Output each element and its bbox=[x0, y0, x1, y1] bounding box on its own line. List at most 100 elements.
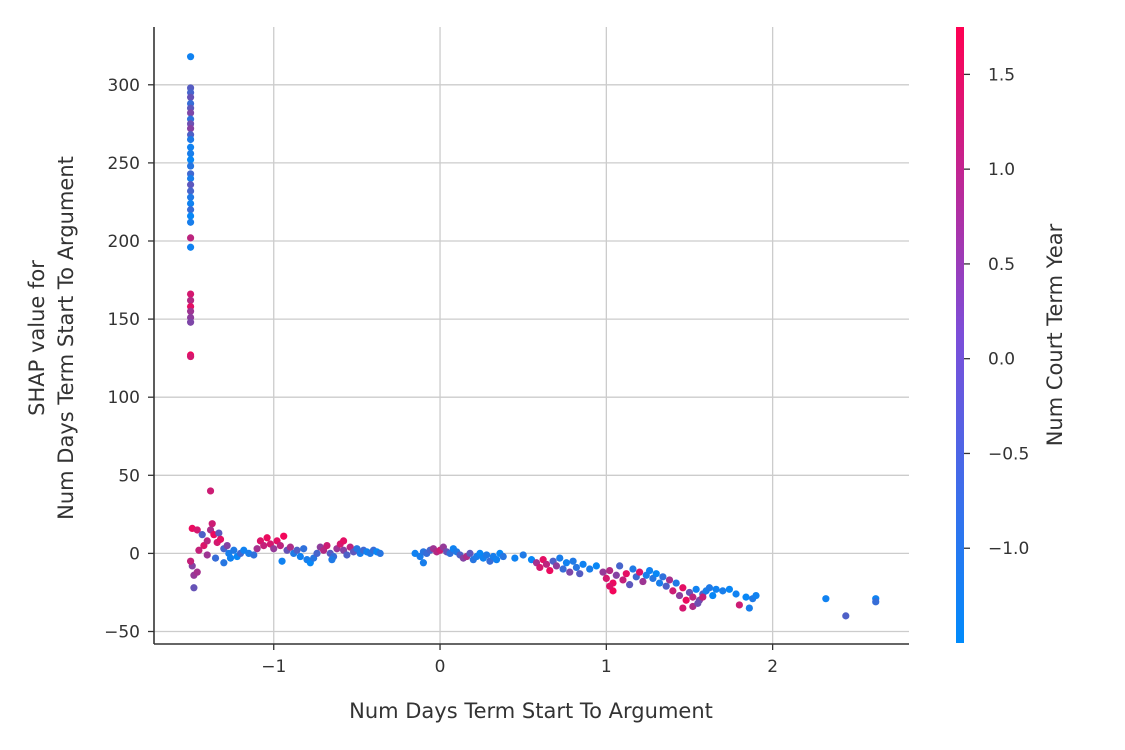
x-tick-label-3: 2 bbox=[767, 657, 778, 677]
data-point-32 bbox=[186, 318, 195, 326]
data-point-51 bbox=[216, 535, 225, 543]
data-point-200 bbox=[742, 593, 750, 601]
data-point-142 bbox=[546, 566, 554, 575]
data-point-73 bbox=[276, 541, 284, 550]
colorbar-tick-label-3: 0.5 bbox=[988, 255, 1015, 275]
data-point-43 bbox=[198, 531, 206, 539]
data-point-171 bbox=[652, 570, 660, 578]
grid-lines bbox=[154, 27, 909, 644]
data-point-153 bbox=[586, 565, 594, 573]
data-point-57 bbox=[211, 554, 220, 562]
data-point-205 bbox=[842, 612, 850, 620]
data-point-146 bbox=[559, 565, 567, 573]
data-point-136 bbox=[519, 551, 527, 559]
data-point-152 bbox=[579, 560, 587, 568]
data-point-128 bbox=[482, 551, 491, 559]
colorbar bbox=[956, 27, 964, 643]
data-point-15 bbox=[186, 162, 195, 170]
data-point-201 bbox=[745, 604, 753, 612]
data-point-61 bbox=[230, 546, 238, 554]
data-point-78 bbox=[293, 546, 301, 554]
data-point-40 bbox=[186, 557, 195, 565]
data-point-188 bbox=[709, 591, 717, 600]
data-point-192 bbox=[679, 604, 687, 612]
data-point-76 bbox=[286, 543, 294, 551]
data-point-167 bbox=[639, 577, 647, 586]
data-point-172 bbox=[655, 579, 664, 587]
data-point-9 bbox=[186, 124, 195, 133]
data-point-133 bbox=[499, 552, 507, 561]
colorbar-title: Num Court Term Year bbox=[1043, 223, 1067, 446]
data-point-35 bbox=[206, 487, 215, 495]
data-point-144 bbox=[552, 562, 561, 570]
data-point-149 bbox=[569, 557, 577, 565]
colorbar-tick-label-4: 1.0 bbox=[988, 160, 1015, 180]
data-point-173 bbox=[659, 573, 667, 581]
data-point-105 bbox=[278, 557, 286, 565]
y-tick-label-2: 50 bbox=[118, 466, 140, 486]
data-point-12 bbox=[186, 143, 195, 151]
data-point-28 bbox=[186, 296, 195, 304]
data-point-38 bbox=[193, 568, 201, 576]
data-point-196 bbox=[719, 587, 727, 595]
data-point-156 bbox=[602, 574, 610, 582]
data-point-194 bbox=[694, 599, 702, 607]
data-point-13 bbox=[186, 149, 195, 158]
data-point-69 bbox=[263, 534, 271, 542]
data-point-177 bbox=[672, 579, 680, 587]
y-tick-label-1: 0 bbox=[129, 544, 140, 564]
data-point-71 bbox=[270, 545, 278, 553]
data-point-162 bbox=[622, 570, 630, 578]
data-point-14 bbox=[186, 156, 195, 164]
data-point-187 bbox=[705, 584, 714, 592]
data-point-66 bbox=[253, 545, 261, 553]
y-tick-label-6: 250 bbox=[108, 154, 140, 174]
data-point-182 bbox=[689, 593, 697, 601]
data-point-141 bbox=[542, 560, 551, 568]
data-point-163 bbox=[626, 581, 634, 589]
data-point-203 bbox=[752, 591, 760, 600]
data-point-161 bbox=[619, 576, 627, 584]
data-point-74 bbox=[280, 532, 288, 540]
colorbar-tick-label-2: 0.0 bbox=[988, 350, 1015, 370]
data-point-21 bbox=[186, 199, 195, 208]
data-point-44 bbox=[208, 520, 216, 528]
data-point-147 bbox=[562, 559, 571, 567]
data-point-49 bbox=[203, 537, 211, 545]
data-point-20 bbox=[186, 193, 195, 201]
data-point-55 bbox=[226, 554, 235, 562]
data-point-199 bbox=[735, 601, 743, 609]
colorbar-tick-label-5: 1.5 bbox=[988, 65, 1015, 85]
data-point-19 bbox=[186, 187, 195, 195]
data-point-169 bbox=[645, 566, 654, 575]
data-point-148 bbox=[566, 568, 574, 576]
data-point-25 bbox=[186, 234, 195, 242]
y-tick-label-3: 100 bbox=[108, 388, 140, 408]
data-point-166 bbox=[635, 568, 644, 576]
data-point-36 bbox=[190, 584, 198, 592]
data-point-154 bbox=[592, 562, 600, 570]
x-axis-title: Num Days Term Start To Argument bbox=[349, 699, 713, 723]
data-point-191 bbox=[606, 582, 614, 590]
y-tick-label-7: 300 bbox=[108, 76, 140, 96]
data-point-155 bbox=[599, 568, 607, 576]
data-point-47 bbox=[215, 529, 223, 537]
data-point-23 bbox=[186, 212, 195, 220]
data-point-180 bbox=[682, 596, 690, 604]
data-point-179 bbox=[679, 584, 687, 592]
colorbar-ticks: −1.0 −0.5 0.0 0.5 1.0 1.5 bbox=[964, 65, 1029, 559]
data-point-157 bbox=[606, 566, 614, 575]
data-point-123 bbox=[466, 549, 474, 558]
data-point-65 bbox=[250, 551, 258, 559]
y-tick-label-5: 200 bbox=[108, 232, 140, 252]
data-point-87 bbox=[323, 541, 331, 550]
data-point-17 bbox=[186, 174, 195, 183]
data-point-195 bbox=[699, 593, 707, 601]
data-point-22 bbox=[186, 206, 195, 214]
data-point-104 bbox=[339, 537, 348, 545]
y-tick-label-4: 150 bbox=[108, 310, 140, 330]
data-point-198 bbox=[732, 590, 740, 598]
data-point-58 bbox=[203, 551, 211, 559]
